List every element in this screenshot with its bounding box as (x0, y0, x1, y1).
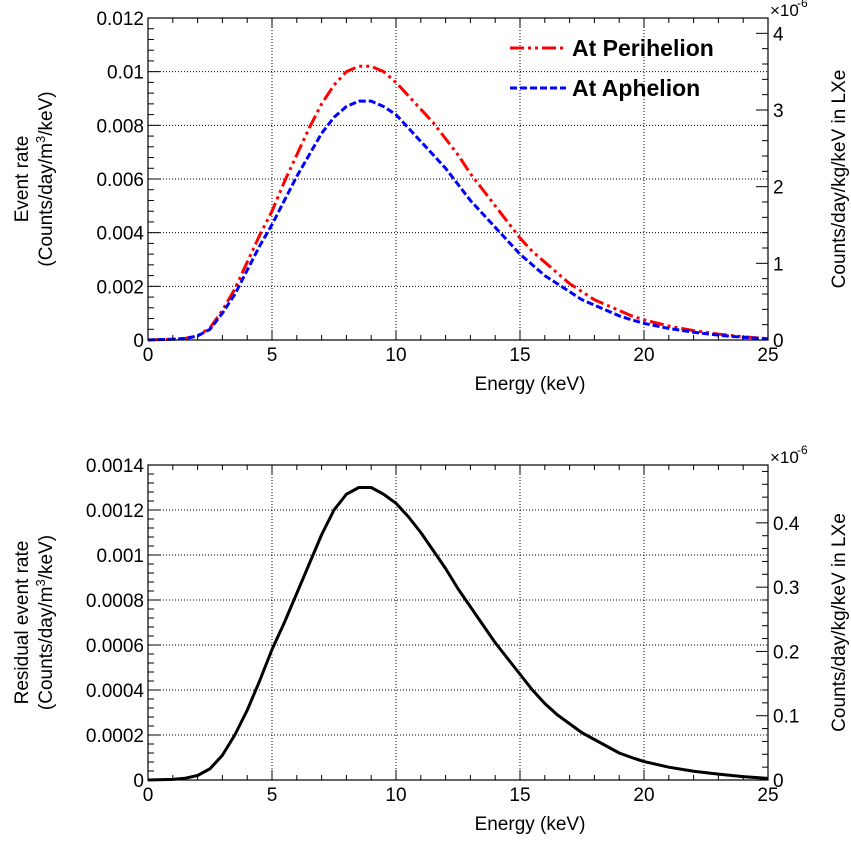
y-tick-label: 0.01 (107, 63, 144, 84)
right-axis-exponent: -6 (797, 443, 808, 457)
y-axis-label: Residual event rate (12, 541, 33, 705)
right-axis-label: Counts/day/kg/keV in LXe (829, 513, 850, 732)
x-axis-label: Energy (keV) (475, 374, 586, 395)
x-tick-label: 15 (509, 785, 530, 806)
y-tick-label: 0.0012 (86, 501, 144, 522)
right-y-tick-label: 1 (773, 254, 784, 275)
y-tick-label: 0.0008 (86, 591, 144, 612)
right-y-tick-label: 4 (773, 24, 784, 45)
x-tick-label: 10 (385, 785, 406, 806)
right-y-tick-label: 0.2 (773, 642, 799, 663)
y-tick-label: 0.006 (96, 170, 144, 191)
x-tick-label: 25 (757, 345, 778, 366)
series-line-bottom-0 (147, 486, 769, 782)
y-tick-label: 0 (133, 331, 144, 352)
y-axis-label-units: (Counts/day/m3/keV) (33, 535, 57, 710)
chart-panel-bottom: 0 5 10 15 20 2500.00020.00040.00060.00080.001… (12, 443, 850, 835)
x-axis-label: Energy (keV) (475, 814, 586, 835)
x-tick-label: 0 (143, 785, 154, 806)
x-tick-label: 5 (267, 785, 278, 806)
y-tick-label: 0 (133, 771, 144, 792)
right-axis-multiplier: ×10 (770, 1, 799, 20)
plot-frame (147, 464, 769, 781)
series-line-top-0 (147, 64, 769, 342)
x-tick-label: 5 (267, 345, 278, 366)
x-tick-label: 25 (757, 785, 778, 806)
right-axis-multiplier: ×10 (770, 448, 799, 467)
right-y-tick-label: 0.4 (773, 514, 800, 535)
right-y-tick-label: 0.1 (773, 707, 799, 728)
right-y-tick-label: 0 (773, 331, 784, 352)
legend-label: At Aphelion (572, 75, 700, 101)
legend-label: At Perihelion (572, 35, 714, 61)
y-axis-label-units: (Counts/day/m3/keV) (33, 91, 57, 266)
x-tick-label: 15 (509, 345, 530, 366)
y-tick-label: 0.001 (96, 546, 144, 567)
y-tick-label: 0.002 (96, 277, 144, 298)
x-tick-label: 10 (385, 345, 406, 366)
y-tick-label: 0.012 (96, 9, 144, 30)
y-tick-label: 0.008 (96, 116, 144, 137)
right-y-tick-label: 0 (773, 771, 784, 792)
right-axis-exponent: -6 (797, 0, 808, 10)
chart-panel-top: 0 5 10 15 20 2500.0020.0040.0060.0080.010.012… (12, 0, 850, 395)
right-axis-label: Counts/day/kg/keV in LXe (829, 70, 850, 289)
x-tick-label: 0 (143, 345, 154, 366)
right-y-tick-label: 2 (773, 178, 784, 199)
right-y-tick-label: 0.3 (773, 578, 799, 599)
y-tick-label: 0.004 (96, 224, 144, 245)
y-tick-label: 0.0014 (86, 456, 145, 477)
x-tick-label: 20 (633, 785, 654, 806)
y-tick-label: 0.0006 (86, 636, 144, 657)
y-tick-label: 0.0004 (86, 681, 145, 702)
y-axis-label: Event rate (12, 136, 33, 223)
right-y-tick-label: 3 (773, 101, 784, 122)
legend: At Perihelion At Aphelion (510, 35, 714, 101)
x-tick-label: 20 (633, 345, 654, 366)
y-tick-label: 0.0002 (86, 726, 144, 747)
series-line-top-1 (147, 99, 769, 342)
